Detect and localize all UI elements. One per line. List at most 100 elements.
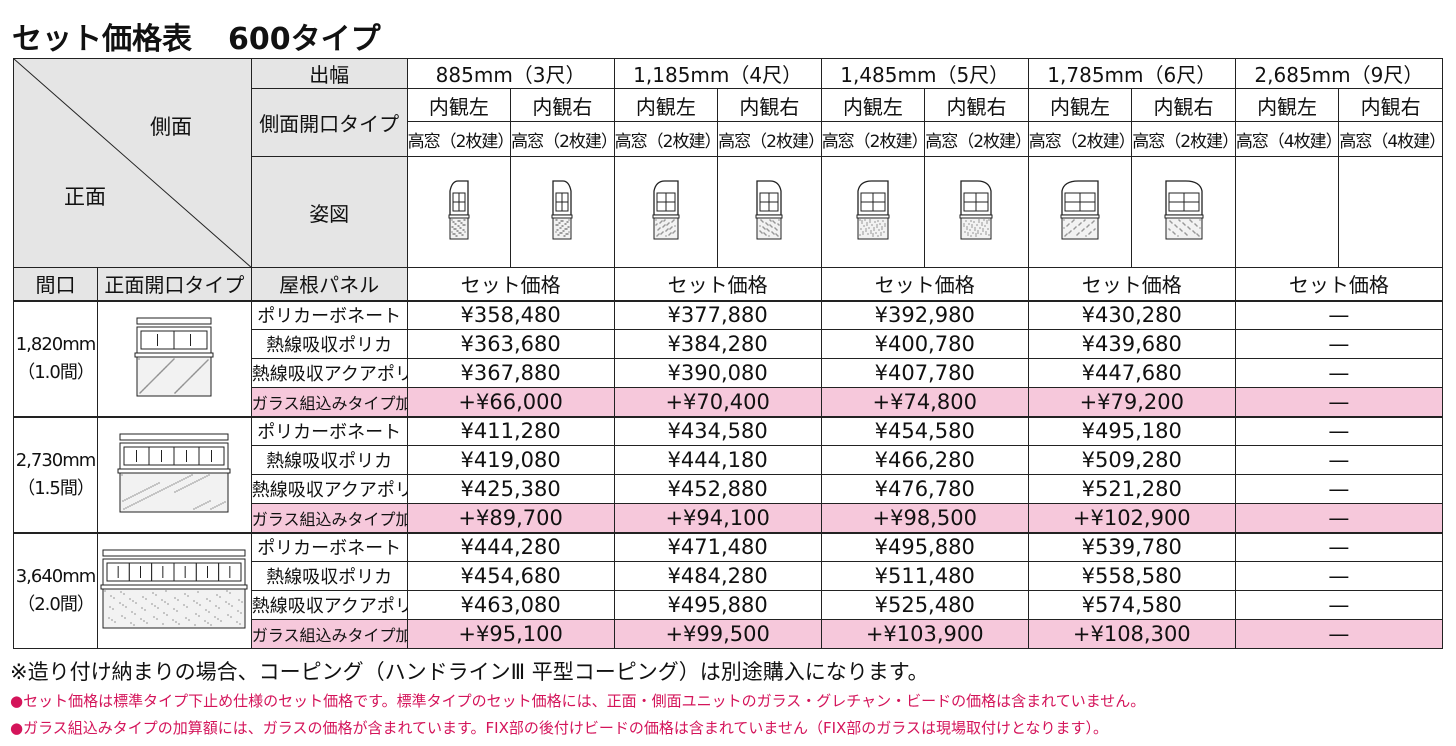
price-cell: ¥521,280 xyxy=(1027,474,1236,504)
front-figure-drawing xyxy=(134,317,214,396)
set-price-label: セット価格 xyxy=(820,267,1029,301)
maguchi-ken: （1.5間） xyxy=(17,477,95,499)
width-label: 出幅 xyxy=(250,58,408,89)
side-figure xyxy=(1131,156,1236,268)
roof-panel: ガラス組込みタイプ加算額 xyxy=(250,387,408,417)
note-3: ●ガラス組込みタイプの加算額には、ガラスの価格が含まれています。FIX部の後付け… xyxy=(10,716,1450,740)
price-cell: ¥407,780 xyxy=(820,358,1029,388)
roof-panel: ガラス組込みタイプ加算額 xyxy=(250,619,408,649)
price-cell: ¥574,580 xyxy=(1027,590,1236,620)
roof-panel: 熱線吸収ポリカ xyxy=(250,329,408,359)
price-cell: ¥454,580 xyxy=(820,415,1029,446)
table-row: 熱線吸収アクアポリカ¥367,880¥390,080¥407,780¥447,6… xyxy=(14,358,1444,388)
price-cell: ¥476,780 xyxy=(820,474,1029,504)
price-cell: — xyxy=(1234,619,1444,649)
price-cell: ¥484,280 xyxy=(613,561,822,591)
side-figure xyxy=(1027,156,1133,268)
price-cell: +¥108,300 xyxy=(1027,619,1236,649)
maguchi-cell: 1,820mm （1.0間） xyxy=(12,299,99,417)
price-cell: — xyxy=(1234,561,1444,591)
corner-side-label: 側面 xyxy=(150,115,192,139)
price-cell: ¥434,580 xyxy=(613,415,822,446)
view-left: 内観左 xyxy=(613,88,719,122)
price-cell: ¥539,780 xyxy=(1027,531,1236,562)
view-right: 内観右 xyxy=(1131,88,1236,122)
price-cell: ¥447,680 xyxy=(1027,358,1236,388)
width-col-0: 885mm（3尺） xyxy=(406,58,615,89)
front-figure xyxy=(97,415,252,533)
window-type: 高窓（2枚建） xyxy=(717,121,822,157)
view-right: 内観右 xyxy=(924,88,1029,122)
note-2: ●セット価格は標準タイプ下止め仕様のセット価格です。標準タイプのセット価格には、… xyxy=(10,686,1450,716)
window-type: 高窓（2枚建） xyxy=(924,121,1029,157)
side-figure xyxy=(510,156,615,268)
price-cell: +¥89,700 xyxy=(406,503,615,533)
side-figure-drawing xyxy=(856,180,890,240)
price-cell: ¥452,880 xyxy=(613,474,822,504)
side-figure-drawing xyxy=(1060,180,1100,240)
side-figure-drawing xyxy=(1164,180,1204,240)
width-col-2: 1,485mm（5尺） xyxy=(820,58,1029,89)
side-figure xyxy=(820,156,926,268)
price-cell: — xyxy=(1234,329,1444,359)
front-figure xyxy=(97,531,252,649)
side-figure-drawing xyxy=(959,180,993,240)
table-row: 熱線吸収ポリカ ¥419,080 ¥444,180 ¥466,280 ¥509,280— xyxy=(14,445,1444,475)
price-cell: ¥411,280 xyxy=(406,415,615,446)
title-text: セット価格表 xyxy=(12,22,192,57)
price-cell: — xyxy=(1234,531,1444,562)
price-cell: ¥471,480 xyxy=(613,531,822,562)
roof-panel: 熱線吸収アクアポリカ xyxy=(250,590,408,620)
col-roof: 屋根パネル xyxy=(250,267,408,301)
maguchi-mm: 3,640mm xyxy=(15,565,97,587)
side-figure xyxy=(1338,156,1443,268)
side-figure-drawing xyxy=(448,180,470,240)
set-price-label: セット価格 xyxy=(1234,267,1444,301)
table-row: 熱線吸収ポリカ ¥454,680 ¥484,280 ¥511,480 ¥558,580— xyxy=(14,561,1444,591)
width-col-4: 2,685mm（9尺） xyxy=(1234,58,1444,89)
figure-label: 姿図 xyxy=(250,156,408,268)
price-cell: ¥525,480 xyxy=(820,590,1029,620)
price-cell: — xyxy=(1234,387,1444,417)
col-front-open: 正面開口タイプ xyxy=(97,267,252,301)
price-cell: ¥511,480 xyxy=(820,561,1029,591)
price-cell: ¥495,880 xyxy=(613,590,822,620)
window-type: 高窓（4枚建） xyxy=(1338,121,1443,157)
price-cell: ¥558,580 xyxy=(1027,561,1236,591)
roof-panel: 熱線吸収ポリカ xyxy=(250,445,408,475)
price-cell: — xyxy=(1234,474,1444,504)
maguchi-cell: 3,640mm （2.0間） xyxy=(12,531,99,649)
window-type: 高窓（4枚建） xyxy=(1234,121,1340,157)
table-row: 3,640mm （2.0間） ポリカーボネート ¥444,280 ¥471,480 ¥49… xyxy=(12,531,1444,649)
side-figure xyxy=(717,156,822,268)
view-right: 内観右 xyxy=(510,88,615,122)
width-col-3: 1,785mm（6尺） xyxy=(1027,58,1236,89)
roof-panel: ガラス組込みタイプ加算額 xyxy=(250,503,408,533)
page-title: セット価格表 600タイプ xyxy=(12,14,381,58)
subtitle-text: 600タイプ xyxy=(228,22,381,57)
price-cell: ¥463,080 xyxy=(406,590,615,620)
note-3-text: ガラス組込みタイプの加算額には、ガラスの価格が含まれています。FIX部の後付けビ… xyxy=(23,719,1109,737)
price-cell: ¥454,680 xyxy=(406,561,615,591)
price-cell: ¥400,780 xyxy=(820,329,1029,359)
price-cell: +¥94,100 xyxy=(613,503,822,533)
price-cell: ¥392,980 xyxy=(820,299,1029,330)
price-cell: +¥98,500 xyxy=(820,503,1029,533)
price-cell: — xyxy=(1234,590,1444,620)
price-cell: — xyxy=(1234,503,1444,533)
price-cell: ¥425,380 xyxy=(406,474,615,504)
price-cell: ¥367,880 xyxy=(406,358,615,388)
price-cell: +¥99,500 xyxy=(613,619,822,649)
table-row: 熱線吸収アクアポリカ¥425,380¥452,880¥476,780¥521,2… xyxy=(14,474,1444,504)
price-cell: — xyxy=(1234,299,1444,330)
side-figure-drawing xyxy=(652,180,680,240)
width-col-1: 1,185mm（4尺） xyxy=(613,58,822,89)
price-cell: ¥466,280 xyxy=(820,445,1029,475)
front-figure-drawing xyxy=(100,549,248,629)
note-2-text: セット価格は標準タイプ下止め仕様のセット価格です。標準タイプのセット価格には、正… xyxy=(23,692,1146,710)
window-type: 高窓（2枚建） xyxy=(406,121,512,157)
price-cell: +¥95,100 xyxy=(406,619,615,649)
maguchi-ken: （2.0間） xyxy=(17,593,95,615)
set-price-label: セット価格 xyxy=(406,267,615,301)
price-cell: ¥495,880 xyxy=(820,531,1029,562)
